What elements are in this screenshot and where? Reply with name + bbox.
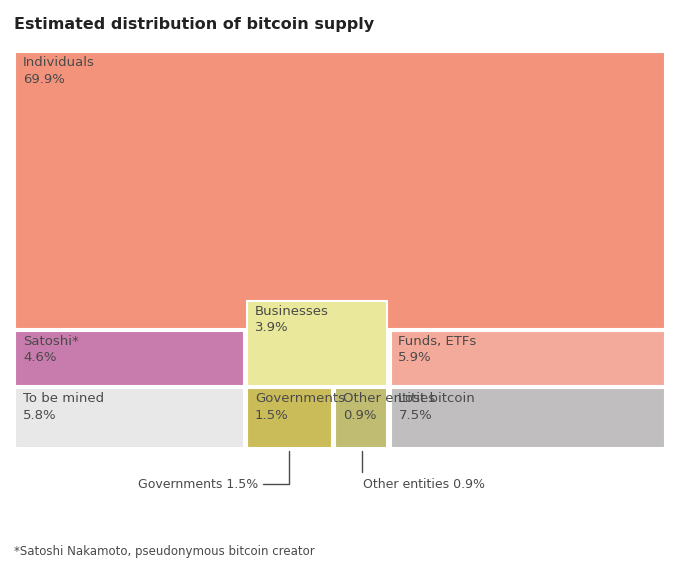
Bar [390,331,665,387]
Bar [15,53,665,329]
Text: 0.9%: 0.9% [343,409,377,422]
Text: Other entities 0.9%: Other entities 0.9% [362,451,485,490]
Text: Lost bitcoin: Lost bitcoin [398,392,475,405]
Text: Individuals: Individuals [23,56,95,69]
Text: Funds, ETFs: Funds, ETFs [398,335,477,348]
Text: 4.6%: 4.6% [23,351,56,364]
Text: Satoshi*: Satoshi* [23,335,79,348]
Text: Estimated distribution of bitcoin supply: Estimated distribution of bitcoin supply [14,17,374,32]
Bar [15,331,243,387]
Bar [335,388,388,448]
Text: 1.5%: 1.5% [255,409,288,422]
Text: Governments: Governments [255,392,345,405]
Bar [15,388,243,448]
Text: Businesses: Businesses [255,305,328,317]
Text: 5.8%: 5.8% [23,409,56,422]
Text: 7.5%: 7.5% [398,409,432,422]
Bar [247,388,332,448]
Bar [390,388,665,448]
Text: *Satoshi Nakamoto, pseudonymous bitcoin creator: *Satoshi Nakamoto, pseudonymous bitcoin … [14,545,314,558]
Text: 3.9%: 3.9% [255,321,288,335]
Text: 69.9%: 69.9% [23,73,65,86]
Bar [247,301,388,387]
Text: To be mined: To be mined [23,392,104,405]
Text: Other entities: Other entities [343,392,435,405]
Text: Governments 1.5%: Governments 1.5% [137,451,289,490]
Text: 5.9%: 5.9% [398,351,432,364]
